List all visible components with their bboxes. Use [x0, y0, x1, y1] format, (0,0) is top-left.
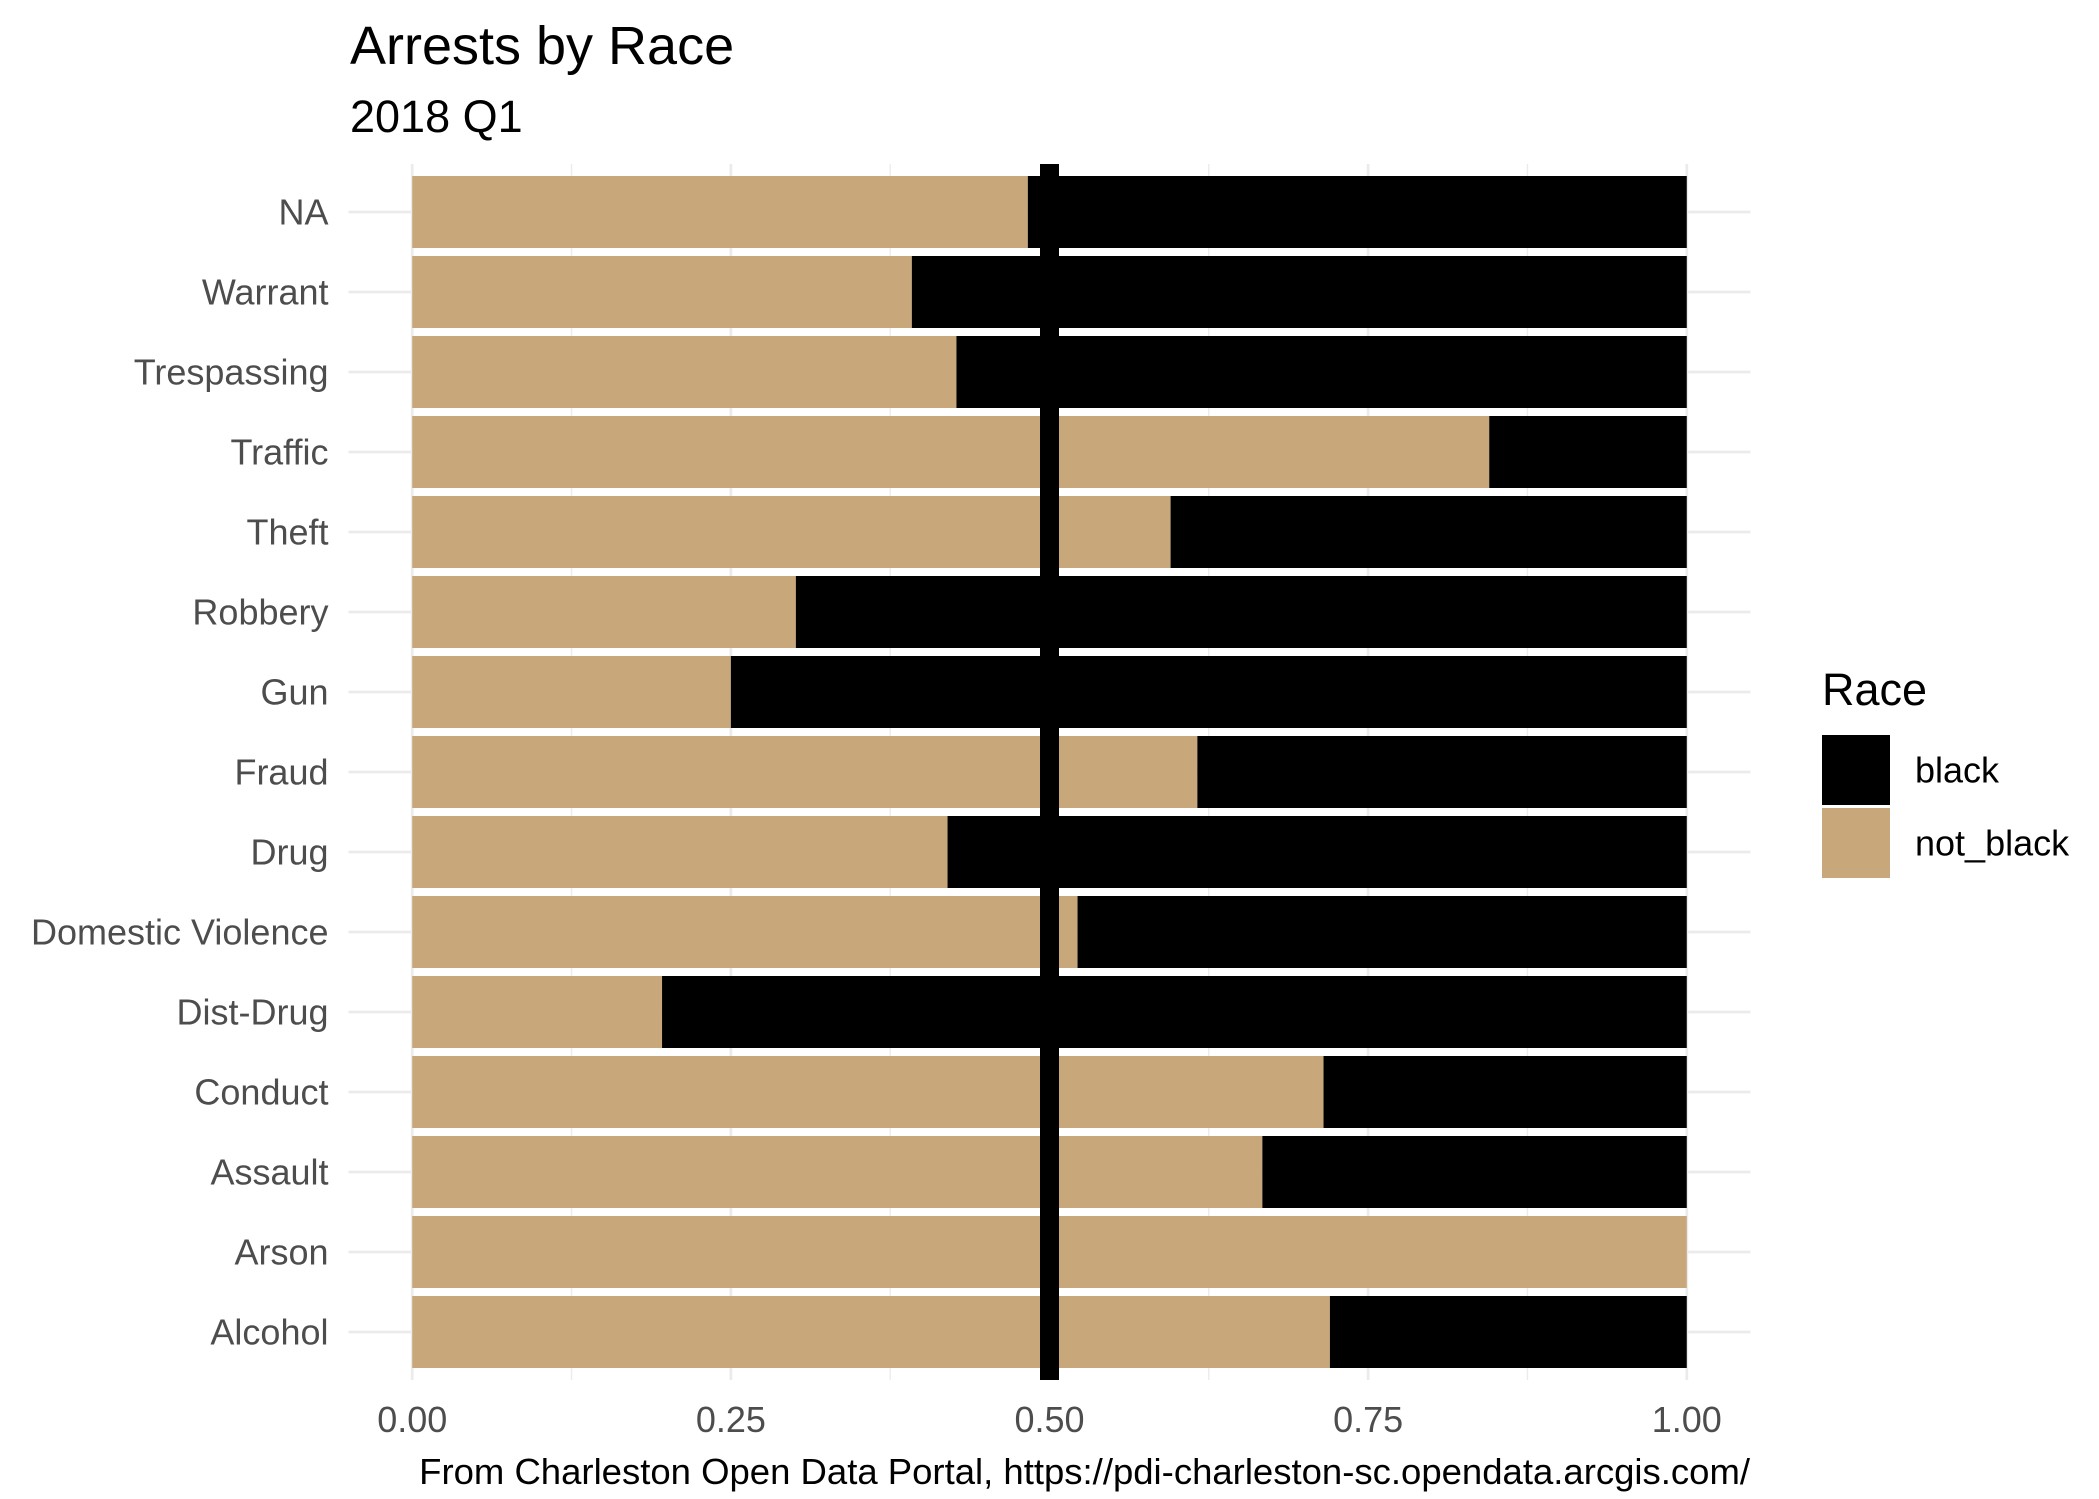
bar-black-traffic: [1489, 416, 1687, 488]
bar-row-domestic-violence: [412, 896, 1687, 968]
bar-black-warrant: [911, 256, 1687, 328]
bar-row-alcohol: [412, 1296, 1687, 1368]
bar-not-black-assault: [412, 1136, 1263, 1208]
bar-not-black-trespassing: [412, 336, 957, 408]
bar-black-conduct: [1323, 1056, 1687, 1128]
bar-row-fraud: [412, 736, 1687, 808]
bar-not-black-traffic: [412, 416, 1490, 488]
legend: Race black not_black: [1822, 664, 2070, 878]
bar-not-black-fraud: [412, 736, 1198, 808]
y-tick-label-na: NA: [278, 192, 328, 233]
legend-item-not-black: not_black: [1822, 808, 2070, 878]
x-axis-labels: 0.00 0.25 0.50 0.75 1.00: [377, 1399, 1722, 1440]
bar-black-assault: [1262, 1136, 1687, 1208]
y-tick-label-gun: Gun: [260, 672, 328, 713]
bar-row-robbery: [412, 576, 1687, 648]
legend-label-not-black: not_black: [1915, 823, 2070, 864]
y-axis-labels: NA Warrant Trespassing Traffic Theft Robbery G…: [31, 192, 328, 1353]
bar-not-black-robbery: [412, 576, 796, 648]
bar-row-gun: [412, 656, 1687, 728]
legend-title: Race: [1822, 664, 1927, 715]
x-tick-label-1-00: 1.00: [1652, 1399, 1722, 1440]
bar-not-black-gun: [412, 656, 731, 728]
x-tick-label-0-25: 0.25: [696, 1399, 766, 1440]
legend-item-black: black: [1822, 735, 2000, 805]
bar-black-robbery: [795, 576, 1687, 648]
bar-not-black-conduct: [412, 1056, 1324, 1128]
bar-row-dist-drug: [412, 976, 1687, 1048]
chart-subtitle: 2018 Q1: [350, 91, 523, 142]
y-tick-label-robbery: Robbery: [192, 592, 328, 633]
x-tick-label-0-00: 0.00: [377, 1399, 447, 1440]
bar-black-domestic-violence: [1077, 896, 1687, 968]
bar-black-gun: [730, 656, 1687, 728]
y-tick-label-dist-drug: Dist-Drug: [176, 992, 328, 1033]
bar-not-black-domestic-violence: [412, 896, 1078, 968]
legend-key-black: [1822, 735, 1890, 805]
x-tick-label-0-50: 0.50: [1014, 1399, 1084, 1440]
bar-black-alcohol: [1329, 1296, 1687, 1368]
bar-row-trespassing: [412, 336, 1687, 408]
y-tick-label-fraud: Fraud: [234, 752, 328, 793]
bar-row-drug: [412, 816, 1687, 888]
bar-black-na: [1027, 176, 1687, 248]
bar-row-conduct: [412, 1056, 1687, 1128]
bar-black-theft: [1170, 496, 1687, 568]
legend-label-black: black: [1915, 750, 2000, 791]
y-tick-label-conduct: Conduct: [194, 1072, 328, 1113]
legend-key-not-black: [1822, 808, 1890, 878]
bar-black-trespassing: [956, 336, 1687, 408]
y-tick-label-drug: Drug: [250, 832, 328, 873]
bar-black-drug: [947, 816, 1687, 888]
bar-not-black-warrant: [412, 256, 912, 328]
y-tick-label-assault: Assault: [210, 1152, 328, 1193]
bar-not-black-alcohol: [412, 1296, 1330, 1368]
y-tick-label-trespassing: Trespassing: [134, 352, 329, 393]
chart-title: Arrests by Race: [350, 16, 734, 76]
bar-black-dist-drug: [662, 976, 1687, 1048]
y-tick-label-traffic: Traffic: [230, 432, 328, 473]
y-tick-label-warrant: Warrant: [202, 272, 329, 313]
bars: [412, 176, 1687, 1368]
x-tick-label-0-75: 0.75: [1333, 1399, 1403, 1440]
y-tick-label-domestic-violence: Domestic Violence: [31, 912, 328, 953]
bar-row-traffic: [412, 416, 1687, 488]
y-tick-label-alcohol: Alcohol: [210, 1312, 328, 1353]
bar-not-black-drug: [412, 816, 948, 888]
chart-caption: From Charleston Open Data Portal, https:…: [419, 1451, 1751, 1492]
y-tick-label-theft: Theft: [246, 512, 328, 553]
bar-black-fraud: [1197, 736, 1687, 808]
bar-row-na: [412, 176, 1687, 248]
bar-row-assault: [412, 1136, 1687, 1208]
bar-not-black-na: [412, 176, 1028, 248]
bar-not-black-dist-drug: [412, 976, 663, 1048]
y-tick-label-arson: Arson: [234, 1232, 328, 1273]
